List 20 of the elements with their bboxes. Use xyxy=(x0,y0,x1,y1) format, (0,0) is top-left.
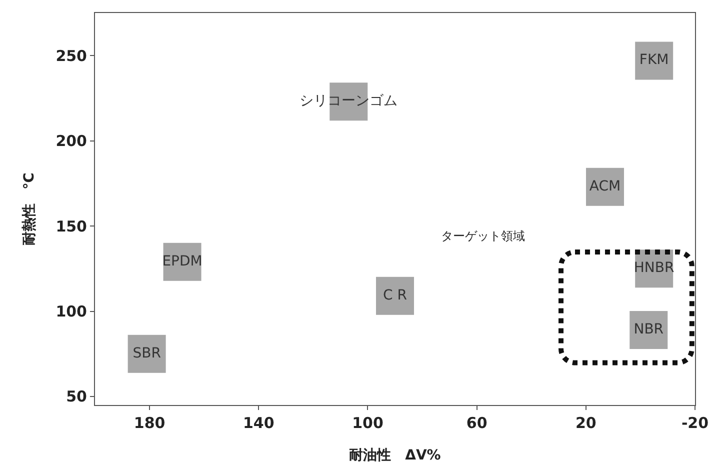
y-tick-label: 50 xyxy=(66,388,87,406)
annotation: ターゲット領域 xyxy=(441,229,525,243)
y-axis-title: 耐熱性 ℃ xyxy=(21,172,38,246)
y-tick-label: 100 xyxy=(56,302,87,321)
x-tick-label: 60 xyxy=(466,414,488,432)
data-label: EPDM xyxy=(162,253,202,270)
x-tick-label: 20 xyxy=(575,414,596,432)
data-label: ACM xyxy=(589,178,621,194)
data-label: SBR xyxy=(132,345,162,362)
y-tick-label: 250 xyxy=(56,46,87,65)
data-label: FKM xyxy=(639,52,669,68)
x-tick-label: 100 xyxy=(352,414,384,432)
data-label: NBR xyxy=(634,322,664,338)
x-tick-label: 180 xyxy=(134,414,166,432)
x-tick-label: 140 xyxy=(242,414,274,432)
x-tick-label: -20 xyxy=(681,414,709,432)
y-tick-label: 150 xyxy=(56,217,87,236)
y-tick-label: 200 xyxy=(56,132,87,150)
x-axis-title: 耐油性 ΔV% xyxy=(349,447,441,464)
data-label: C R xyxy=(383,287,408,304)
